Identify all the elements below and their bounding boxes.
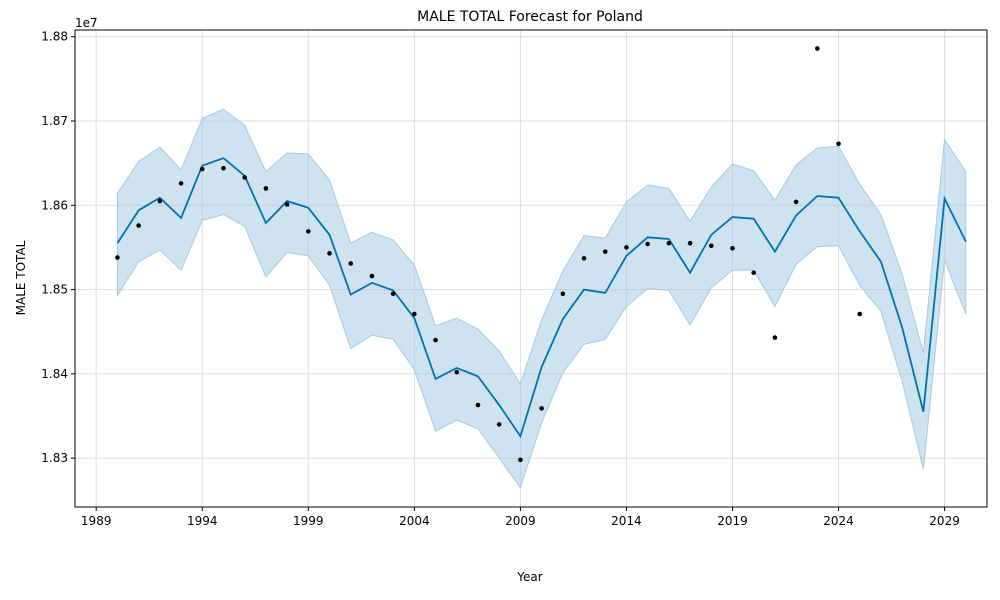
x-tick-label: 1999 bbox=[293, 514, 324, 528]
observed-point bbox=[115, 255, 120, 260]
x-tick-label: 2024 bbox=[823, 514, 854, 528]
observed-point bbox=[581, 256, 587, 261]
forecast-series bbox=[116, 157, 967, 439]
plot-frame bbox=[74, 29, 988, 508]
observed-point bbox=[624, 245, 629, 250]
y-tick-label: 1.83 bbox=[41, 451, 68, 465]
x-tick-label: 2004 bbox=[399, 514, 430, 528]
observed-point bbox=[454, 369, 460, 375]
observed-point bbox=[178, 181, 184, 186]
observed-point bbox=[199, 166, 205, 172]
observed-point bbox=[730, 245, 735, 251]
y-tick-label: 1.86 bbox=[41, 198, 68, 212]
y-tick-label: 1.84 bbox=[41, 367, 68, 381]
x-tick-label: 1994 bbox=[187, 514, 218, 528]
observed-point bbox=[242, 175, 247, 180]
observed-point bbox=[306, 229, 311, 234]
x-axis-label: Year bbox=[516, 570, 542, 584]
observed-point bbox=[751, 270, 756, 276]
observed-point bbox=[560, 291, 566, 297]
y-tick-label: 1.87 bbox=[41, 114, 68, 128]
chart-title: MALE TOTAL Forecast for Poland bbox=[417, 9, 643, 25]
y-axis: 1.83 1.84 1.85 1.86 1.87 1.88 bbox=[41, 30, 75, 465]
observed-point bbox=[221, 165, 226, 171]
y-axis-scale-label: 1e7 bbox=[75, 16, 98, 30]
uncertainty-band bbox=[116, 108, 967, 489]
y-axis-scale-text: 1e7 bbox=[75, 16, 98, 30]
x-tick-label: 2014 bbox=[611, 514, 642, 528]
x-tick-label: 2009 bbox=[505, 514, 536, 528]
observed-point bbox=[836, 141, 841, 147]
observed-point bbox=[369, 273, 375, 279]
observed-point bbox=[496, 422, 502, 427]
observed-point bbox=[602, 249, 608, 254]
x-tick-label: 1989 bbox=[81, 514, 112, 528]
observed-point bbox=[157, 198, 163, 204]
observed-point bbox=[518, 457, 523, 463]
observed-point bbox=[327, 251, 332, 256]
observed-point bbox=[433, 337, 438, 343]
observed-point bbox=[815, 46, 820, 51]
observed-point bbox=[645, 241, 650, 247]
observed-point bbox=[475, 402, 481, 408]
observed-point bbox=[666, 240, 672, 246]
observed-point bbox=[136, 223, 141, 228]
observed-point bbox=[263, 186, 269, 191]
x-tick-label: 2019 bbox=[717, 514, 748, 528]
observed-point bbox=[772, 335, 778, 340]
observed-point bbox=[348, 261, 354, 266]
observed-point bbox=[687, 240, 693, 246]
observed-point bbox=[793, 199, 799, 205]
y-tick-label: 1.88 bbox=[41, 30, 68, 44]
observed-point bbox=[857, 311, 863, 317]
forecast-line bbox=[116, 157, 967, 439]
observed-point bbox=[412, 311, 417, 317]
y-axis-label: MALE TOTAL bbox=[14, 240, 28, 315]
y-tick-label: 1.85 bbox=[41, 283, 68, 297]
observed-point bbox=[390, 291, 396, 297]
observed-series bbox=[115, 46, 863, 463]
x-axis: 1989 1994 1999 2004 2009 2014 2019 2024 2029 bbox=[81, 507, 960, 528]
observed-point bbox=[539, 406, 544, 411]
x-tick-label: 2029 bbox=[929, 514, 960, 528]
uncertainty-interval bbox=[116, 108, 967, 489]
observed-point bbox=[284, 202, 290, 207]
observed-point bbox=[708, 243, 714, 249]
